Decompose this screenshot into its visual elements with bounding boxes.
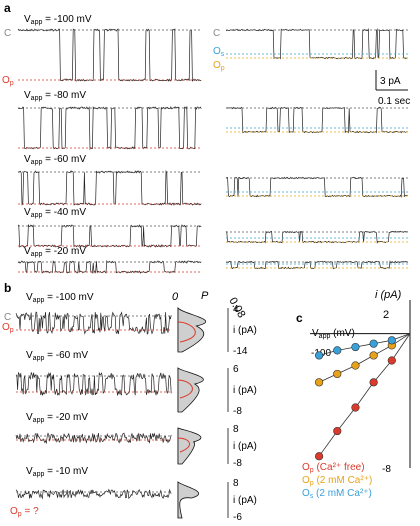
panel-c-ylabel: i (pA) [375,289,402,301]
panel-b-axis-bottom: -6 [233,512,242,523]
panel-b-letter: b [4,281,11,295]
panel-a-right-c-label: C [213,28,220,39]
scale-bar-current: 3 pA [380,76,401,87]
panel-b-axis-top: 6 [233,364,239,375]
panel-a-left-voltage-labels: Vapp = -100 mV Vapp = -80 mV Vapp = -60 mV… [24,14,92,258]
panel-a-right-trace [226,106,408,134]
panel-c-point [387,356,396,365]
panel-b-axis-label: i (pA) [233,441,257,452]
panel-c-legend-entry: Op (2 mM Ca²⁺) [302,475,372,487]
panel-b-rows: Vapp = -100 mV 4 i (pA) -14 Vapp = -60 mV 6 i … [15,292,257,523]
panel-b-axis-bottom: -8 [233,458,242,469]
panel-a-op-label: Op [2,75,14,87]
panel-b-open-fit [177,379,193,399]
panel-b-trace [15,432,172,445]
panel-c-fit-line [318,333,411,383]
panel-a-os-label: Os [213,46,225,58]
panel-c-legend: Op (Ca²⁺ free)Op (2 mM Ca²⁺)Os (2 mM Ca²… [302,462,372,500]
panel-b-axis-top: 8 [233,478,239,489]
panel-b-axis-label: i (pA) [233,385,257,396]
panel-c-point [351,342,360,352]
panel-b-axis-top: 8 [233,424,239,435]
hist-axis-p: P [201,290,209,302]
panel-c-point [333,369,342,379]
panel-a-right-traces: C Os Op 3 pA 0.1 sec [213,28,410,270]
panel-b-axis-bottom: -14 [233,346,248,357]
panel-c-point [314,351,324,360]
panel-b-voltage-label: Vapp = -20 mV [26,412,88,424]
panel-a-voltage-label: Vapp = -80 mV [24,90,86,102]
panel-a-c-label: C [4,28,11,39]
panel-c-point [369,378,378,387]
panel-c-plot [310,300,411,468]
panel-a-left-trace [17,28,202,82]
panel-b-axis-label: i (pA) [233,495,257,506]
panel-c-ytick-top: 2 [383,309,389,321]
scale-bar-time: 0.1 sec [378,96,410,107]
panel-b-op-label: Op [2,322,14,334]
panel-b-open-fit [177,437,190,453]
scale-bar: 3 pA 0.1 sec [375,70,410,107]
panel-b-axis-label: i (pA) [233,325,257,336]
panel-b-open-fit [177,321,196,343]
panel-b-axis-bottom: -8 [233,406,242,417]
op-unknown-label: Op = ? [10,506,39,518]
panel-a-right-trace [225,176,408,198]
panel-c-point [369,339,378,348]
panel-c-point [333,346,342,355]
panel-c-legend-entry: Os (2 mM Ca²⁺) [302,488,372,500]
panel-a-right-trace [225,260,408,270]
panel-b-trace [15,488,172,500]
panel-b-voltage-label: Vapp = -100 mV [26,292,94,304]
panel-a-left-trace [18,105,202,151]
panel-c-point [333,426,342,436]
panel-b-voltage-label: Vapp = -60 mV [26,350,88,362]
panel-b-trace [15,311,172,335]
panel-a-voltage-label: Vapp = -20 mV [24,246,86,258]
panel-b-histogram [177,306,207,353]
panel-b-axis-top: 4 [233,304,239,315]
panel-a-right-trace [225,230,408,244]
panel-c-point [314,452,324,461]
panel-a-od-label: Op [213,60,225,72]
panel-a-right-trace [226,28,408,60]
panel-a-left-trace [17,259,202,274]
panel-c-ytick-bottom: -8 [382,464,391,475]
panel-c-legend-entry: Op (Ca²⁺ free) [302,462,365,474]
panel-c-point [387,336,396,345]
panel-c-point [369,351,378,360]
panel-a-voltage-label: Vapp = -60 mV [24,154,86,166]
panel-c-fit-line [318,333,411,457]
panel-a-voltage-label: Vapp = -40 mV [24,207,86,219]
panel-a-left-trace [18,223,202,248]
panel-a-left-trace-group [17,28,202,274]
panel-a-letter: a [4,1,11,15]
hist-axis-zero: 0 [172,291,179,303]
panel-a-right-trace-group [225,28,408,270]
panel-b-histogram [177,367,204,413]
panel-c-letter: c [296,311,303,325]
panel-a-left-trace [17,170,202,206]
panel-b-histogram [177,481,200,519]
panel-b-c-label: C [4,312,11,323]
panel-c-point [351,403,360,412]
panel-b-voltage-label: Vapp = -10 mV [26,466,88,478]
panel-a-voltage-label: Vapp = -100 mV [24,14,92,26]
panel-c-point [351,361,360,370]
panel-c-point [314,378,324,387]
